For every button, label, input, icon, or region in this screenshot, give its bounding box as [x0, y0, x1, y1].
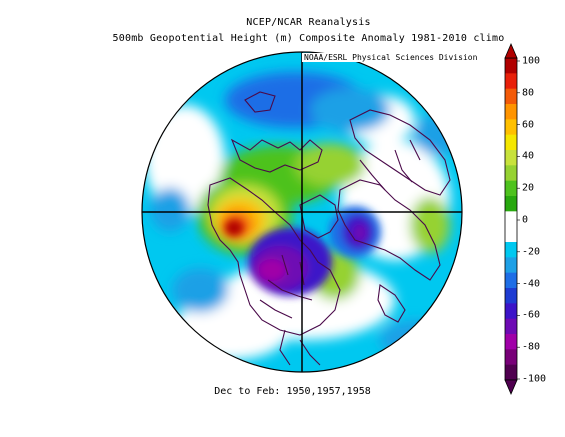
colorbar-tick-label: 0: [522, 214, 529, 226]
colorbar-segment: [505, 180, 517, 197]
colorbar-segment: [505, 226, 517, 243]
colorbar-tick-label: -80: [522, 341, 541, 353]
colorbar-segment: [505, 303, 517, 320]
colorbar-segment: [505, 104, 517, 120]
colorbar-top-arrow: [504, 42, 518, 59]
date-range-footer: Dec to Feb: 1950,1957,1958: [214, 386, 371, 397]
colorbar-segment: [505, 134, 517, 151]
colorbar-segment: [505, 272, 517, 289]
colorbar-segment: [505, 150, 517, 166]
colorbar-segment: [505, 58, 517, 74]
colorbar-tick-label: 20: [522, 182, 535, 194]
colorbar-segment: [505, 288, 517, 304]
colorbar-segment: [505, 88, 517, 105]
data-credit-label: NOAA/ESRL Physical Sciences Division: [302, 53, 480, 62]
colorbar-segment: [505, 196, 517, 212]
colorbar-tick-label: -100: [522, 373, 547, 385]
colorbar-segment: [505, 349, 517, 366]
colorbar-segment: [505, 73, 517, 90]
colorbar-segment: [505, 119, 517, 136]
colorbar-bottom-arrow: [504, 379, 518, 396]
colorbar-tick-label: 60: [522, 119, 535, 131]
colorbar-segment: [505, 257, 517, 274]
colorbar-tick-label: 80: [522, 87, 535, 99]
colorbar-tick-label: 40: [522, 150, 535, 162]
colorbar-tick-label: -20: [522, 246, 541, 258]
colorbar-segment: [505, 334, 517, 350]
colorbar-segment: [505, 318, 517, 335]
colorbar-segment: [505, 165, 517, 182]
chart-title-line-2: 500mb Geopotential Height (m) Composite …: [112, 33, 505, 44]
colorbar-tick-label: 100: [522, 55, 541, 67]
colorbar-tick-label: -40: [522, 278, 541, 290]
chart-title-line-1: NCEP/NCAR Reanalysis: [246, 17, 371, 28]
colorbar-segment: [505, 242, 517, 258]
colorbar-segment: [505, 364, 517, 381]
colorbar-tick-label: -60: [522, 309, 541, 321]
colorbar-segment: [505, 211, 517, 228]
